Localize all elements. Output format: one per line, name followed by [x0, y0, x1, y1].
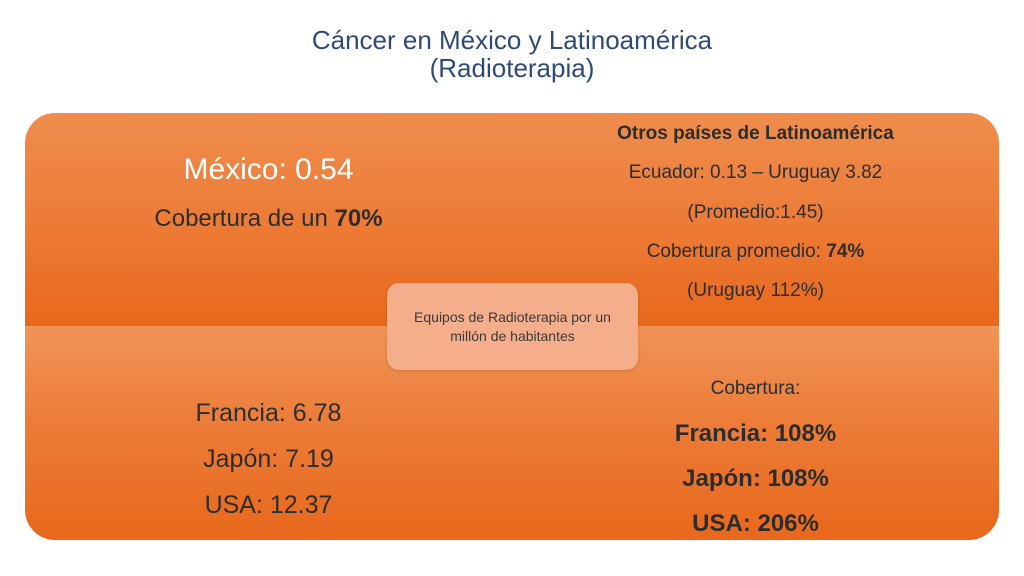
slide-title-line1: Cáncer en México y Latinoamérica [311, 25, 713, 55]
slide-title: Cáncer en México y Latinoamérica (Radiot… [0, 26, 1024, 82]
latam-range: Ecuador: 0.13 – Uruguay 3.82 [628, 162, 883, 183]
center-label-box: Equipos de Radioterapia por un millón de… [387, 283, 638, 370]
mexico-panel: México: 0.54 Cobertura de un 70% [25, 113, 512, 326]
coverage-item-japon: Japón: 108% [682, 465, 829, 492]
latam-coverage: Cobertura promedio: 74% [512, 241, 999, 263]
latam-heading: Otros países de Latinoamérica [617, 123, 894, 144]
mexico-coverage-prefix: Cobertura de un [154, 205, 335, 232]
country-item-francia: Francia: 6.78 [195, 399, 342, 427]
mexico-headline: México: 0.54 [183, 153, 354, 186]
latam-coverage-value: 74% [826, 241, 865, 262]
mexico-coverage-value: 70% [334, 205, 383, 232]
coverage-item-usa: USA: 206% [692, 510, 819, 537]
slide-title-line2: (Radioterapia) [429, 53, 595, 83]
mexico-coverage: Cobertura de un 70% [25, 205, 512, 233]
coverage-heading: Cobertura: [710, 378, 801, 399]
center-label: Equipos de Radioterapia por un millón de… [414, 308, 611, 344]
country-item-japon: Japón: 7.19 [203, 445, 334, 473]
latam-uruguay-note: (Uruguay 112%) [687, 280, 824, 301]
country-item-usa: USA: 12.37 [204, 491, 333, 519]
latam-coverage-prefix: Cobertura promedio: [646, 241, 827, 262]
latam-average: (Promedio:1.45) [687, 202, 824, 223]
coverage-item-francia: Francia: 108% [674, 420, 837, 447]
